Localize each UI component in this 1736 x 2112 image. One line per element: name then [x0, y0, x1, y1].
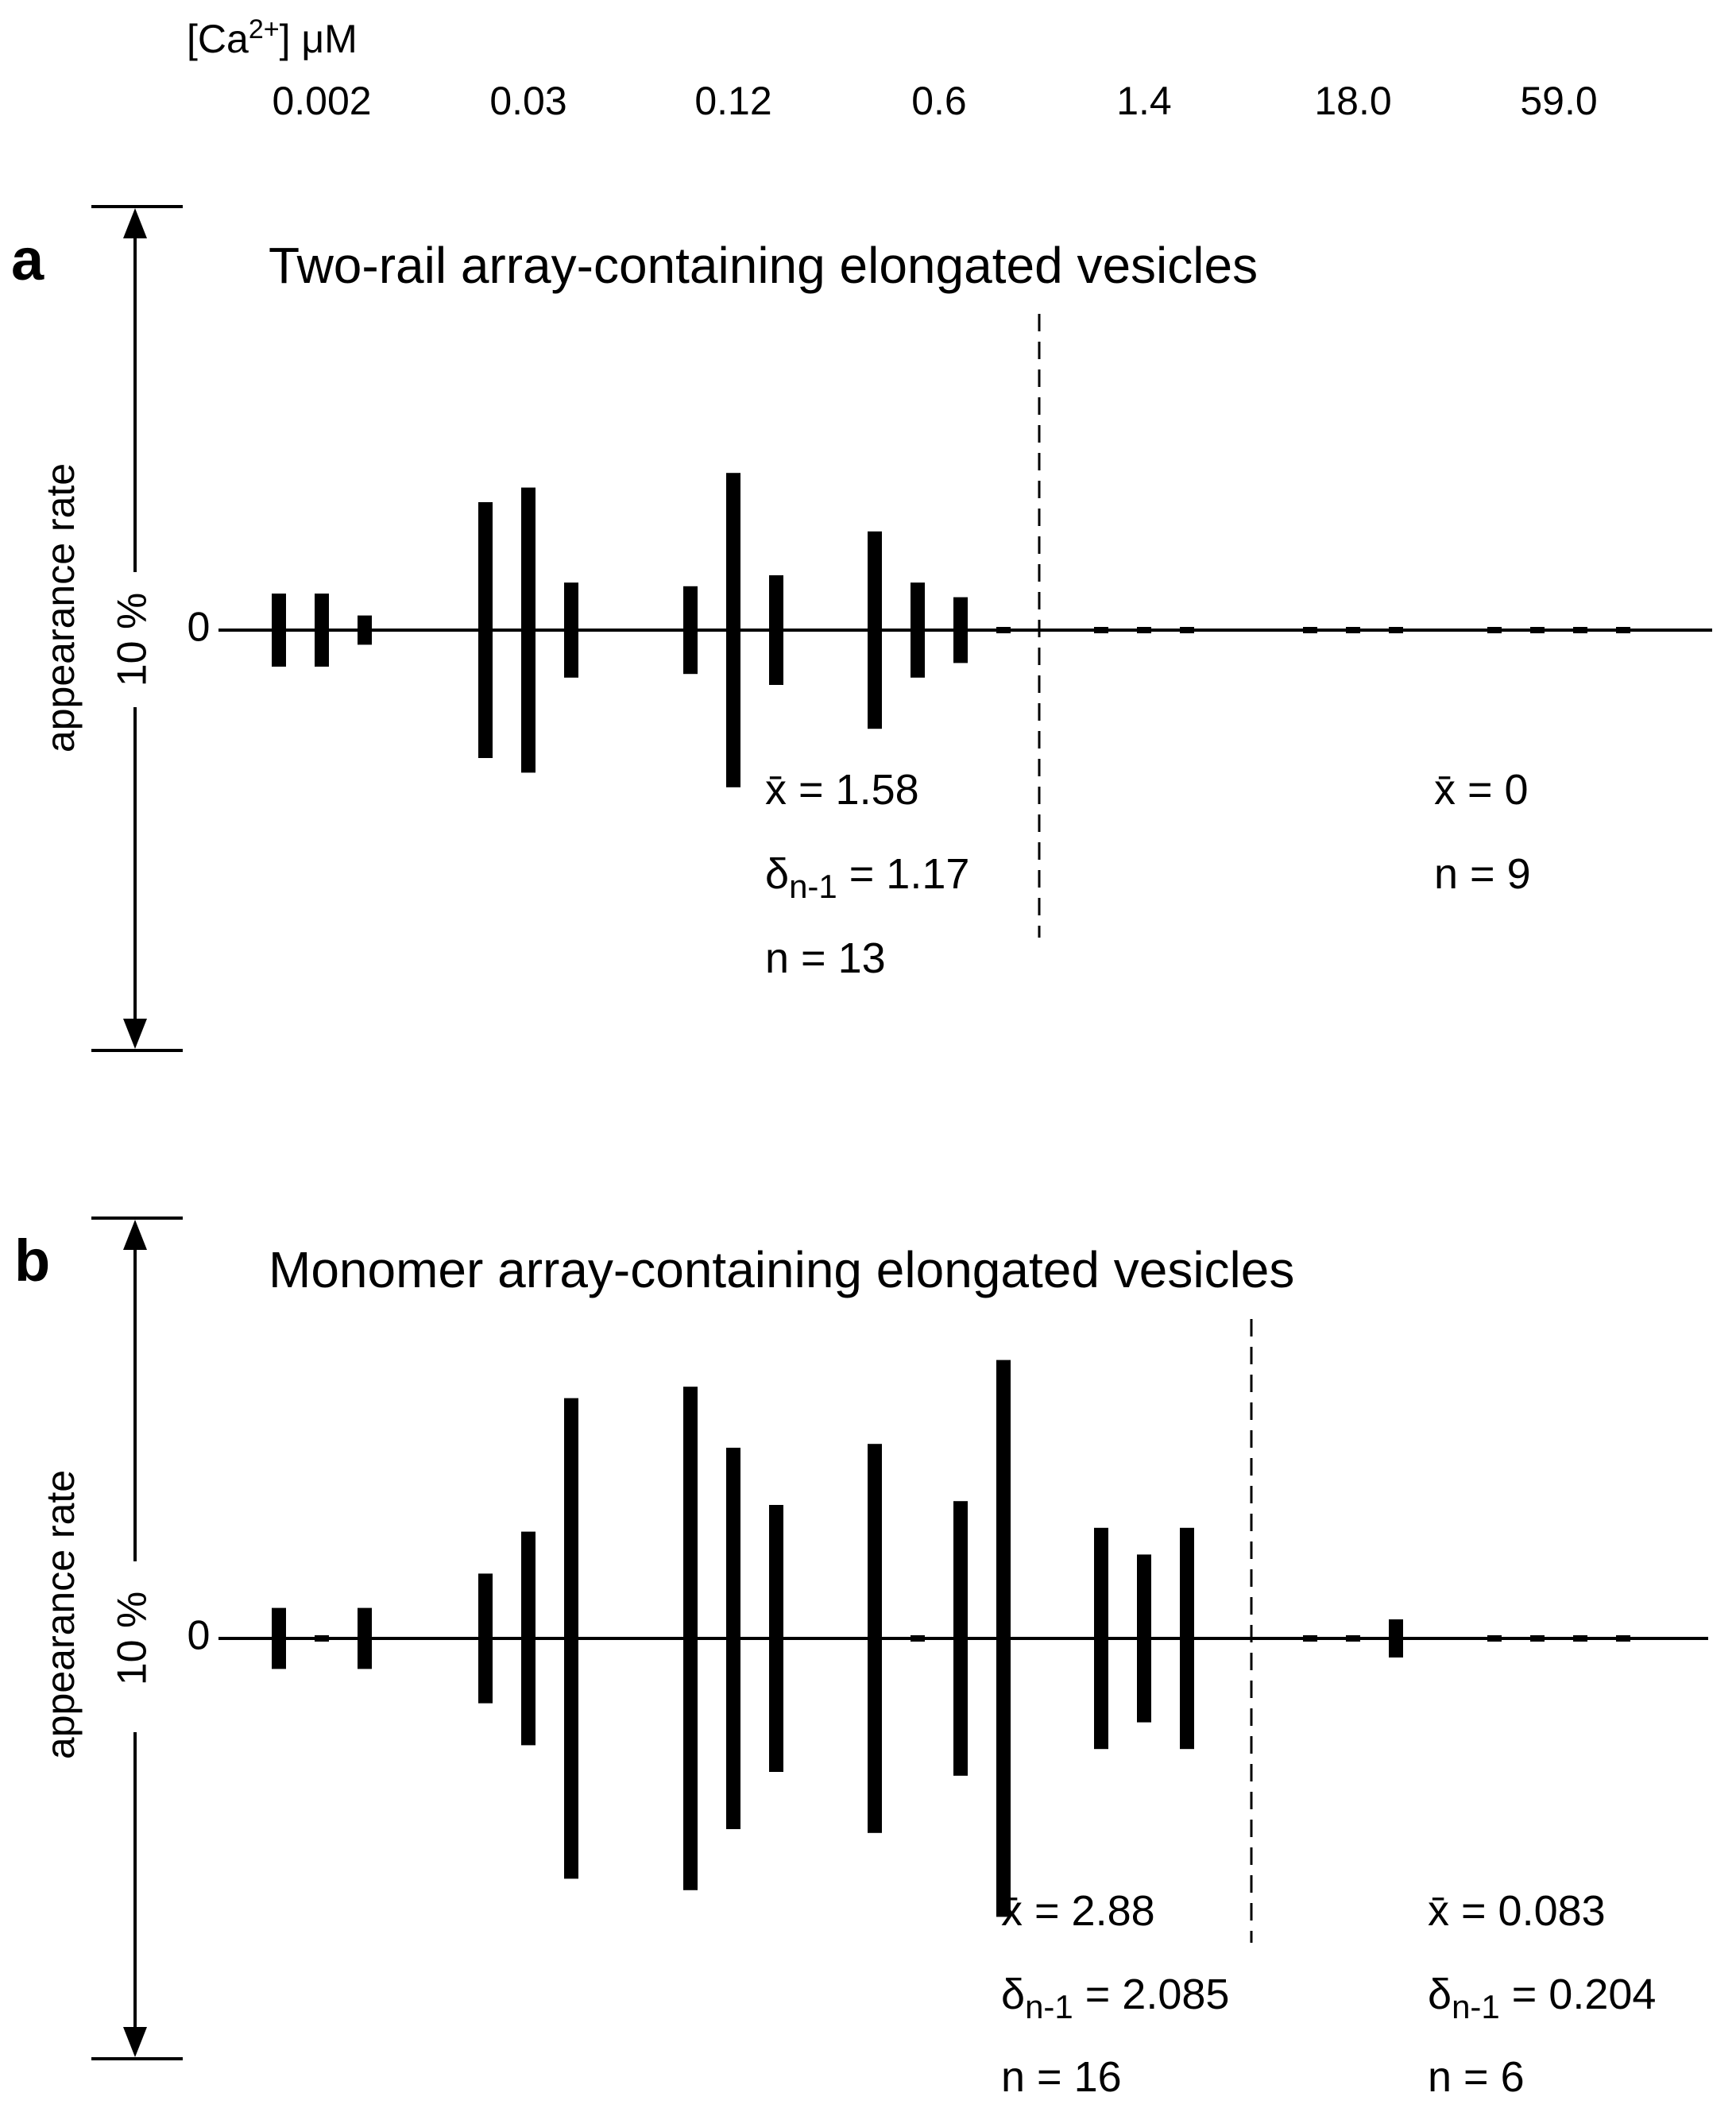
- stats-n: n = 16: [1001, 2053, 1122, 2101]
- stats-mean-right: x̄ = 0: [1434, 766, 1529, 814]
- bar: [315, 594, 329, 667]
- bar: [953, 597, 968, 663]
- concentration-tick-label: 0.03: [489, 79, 566, 123]
- bar: [1530, 1635, 1545, 1642]
- stats-sd-right: δn-1 = 0.204: [1428, 1971, 1656, 2025]
- stats-n: n = 13: [765, 934, 886, 982]
- arrow-up-icon: [123, 1220, 147, 1250]
- bar: [683, 1387, 698, 1890]
- bar: [1303, 1635, 1317, 1642]
- chart-title: Monomer array-containing elongated vesic…: [269, 1241, 1294, 1298]
- concentration-tick-label: 0.002: [272, 79, 371, 123]
- bar: [726, 1448, 740, 1829]
- stats-mean: x̄ = 1.58: [765, 766, 919, 814]
- bar: [272, 1607, 286, 1669]
- bar: [953, 1501, 968, 1776]
- concentration-label: [Ca2+] μM: [187, 14, 358, 61]
- chart-title: Two-rail array-containing elongated vesi…: [269, 237, 1258, 294]
- bar: [1180, 627, 1194, 633]
- bar: [478, 1573, 493, 1704]
- stats-n-right: n = 6: [1428, 2053, 1525, 2101]
- bar: [521, 1531, 535, 1746]
- bar: [996, 627, 1011, 633]
- bar: [315, 1635, 329, 1642]
- bars-panel-a: [272, 473, 1630, 787]
- concentration-tick-label: 0.6: [911, 79, 967, 123]
- bar: [769, 575, 783, 685]
- bar: [911, 1635, 925, 1642]
- panel-b: b Monomer array-containing elongated ves…: [14, 1217, 1708, 2101]
- bar: [1530, 627, 1545, 633]
- bar: [521, 487, 535, 773]
- bar: [1573, 627, 1587, 633]
- bar: [1137, 627, 1151, 633]
- bar: [272, 594, 286, 667]
- arrow-down-icon: [123, 2027, 147, 2057]
- bar: [1137, 1554, 1151, 1723]
- bar: [769, 1505, 783, 1772]
- concentration-tick-label: 1.4: [1116, 79, 1172, 123]
- bar: [1303, 627, 1317, 633]
- concentration-tick-label: 59.0: [1520, 79, 1597, 123]
- bar: [1487, 1635, 1502, 1642]
- bar: [564, 1398, 578, 1879]
- bar: [1346, 627, 1360, 633]
- arrow-down-icon: [123, 1019, 147, 1049]
- bar: [911, 582, 925, 678]
- bar: [683, 586, 698, 675]
- bar: [868, 531, 882, 729]
- stats-mean: x̄ = 2.88: [1001, 1887, 1155, 1935]
- bar: [478, 502, 493, 758]
- bar: [1487, 627, 1502, 633]
- bar: [564, 582, 578, 678]
- zero-label: 0: [188, 605, 211, 651]
- stats-n-right: n = 9: [1434, 850, 1531, 898]
- zero-label: 0: [188, 1613, 211, 1659]
- arrow-up-icon: [123, 208, 147, 238]
- bar: [358, 1607, 372, 1669]
- scale-label: 10 %: [110, 1592, 156, 1686]
- concentration-tick-label: 0.12: [694, 79, 771, 123]
- bar: [358, 615, 372, 645]
- concentration-tick-label: 18.0: [1314, 79, 1391, 123]
- stats-mean-right: x̄ = 0.083: [1428, 1887, 1606, 1935]
- bar: [1346, 1635, 1360, 1642]
- panel-letter: b: [14, 1228, 50, 1294]
- bar: [1389, 1619, 1403, 1657]
- bar: [1389, 627, 1403, 633]
- stats-sd: δn-1 = 1.17: [765, 850, 969, 905]
- bar: [868, 1444, 882, 1833]
- bar: [996, 1360, 1011, 1917]
- y-axis-label: appearance rate: [38, 1470, 83, 1759]
- panel-letter: a: [11, 226, 44, 292]
- bar: [1616, 1635, 1630, 1642]
- bars-panel-b: [272, 1360, 1630, 1917]
- bar: [1094, 627, 1108, 633]
- bar: [1573, 1635, 1587, 1642]
- bar: [1616, 627, 1630, 633]
- concentration-tick-labels: 0.002 0.03 0.12 0.6 1.4 18.0 59.0: [272, 79, 1597, 123]
- stats-sd: δn-1 = 2.085: [1001, 1971, 1229, 2025]
- bar: [726, 473, 740, 787]
- bar: [1180, 1527, 1194, 1750]
- y-axis-label: appearance rate: [38, 463, 83, 752]
- bar: [1094, 1527, 1108, 1750]
- panel-a: a Two-rail array-containing elongated ve…: [11, 205, 1712, 1052]
- scale-label: 10 %: [110, 593, 156, 687]
